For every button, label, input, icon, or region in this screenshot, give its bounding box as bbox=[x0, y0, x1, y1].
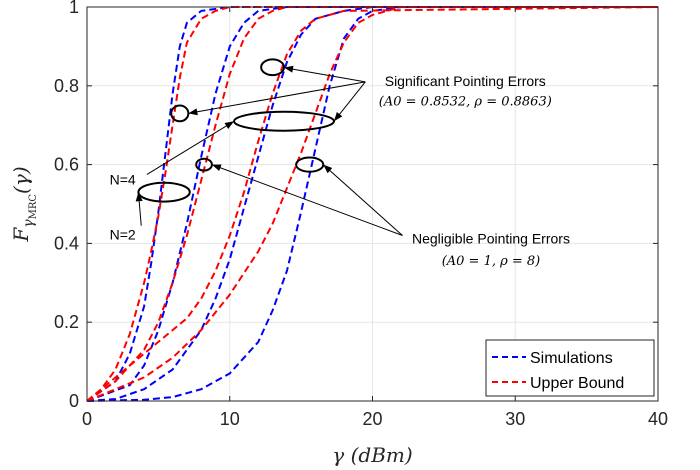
y-axis-label-subsub: MRC bbox=[28, 194, 39, 220]
y-tick-label-1: 0.2 bbox=[54, 312, 79, 332]
y-tick-label-4: 0.8 bbox=[54, 76, 79, 96]
x-axis-label: γ (dBm) bbox=[332, 443, 412, 467]
legend-label-simulations: Simulations bbox=[530, 350, 613, 367]
y-tick-label-5: 1 bbox=[69, 0, 79, 17]
annotation-arrow-line-6 bbox=[322, 164, 403, 236]
x-tick-label-2: 20 bbox=[362, 409, 382, 429]
axis-ticks: 0 10 20 30 40 0 0.2 0.4 0.6 0.8 1 bbox=[54, 0, 668, 429]
annotation-negligible-params: (A0 = 1, ρ = 8) bbox=[442, 254, 541, 269]
y-axis-label-main: F bbox=[9, 227, 33, 243]
annotation-arrow-head-3 bbox=[224, 121, 235, 129]
series-line-6 bbox=[86, 6, 659, 402]
annotation-significant-params: (A0 = 0.8532, ρ = 0.8863) bbox=[379, 95, 552, 110]
legend: Simulations Upper Bound bbox=[485, 339, 655, 397]
annotation-arrow-head-5 bbox=[211, 164, 222, 172]
annotation-arrow-head-1 bbox=[188, 108, 198, 116]
annotation-n4: N=4 bbox=[110, 171, 136, 187]
y-tick-label-3: 0.6 bbox=[54, 155, 79, 175]
annotation-arrow-head-6 bbox=[323, 164, 333, 174]
legend-label-upper-bound: Upper Bound bbox=[530, 375, 624, 392]
series-line-4 bbox=[86, 6, 658, 402]
series-line-5 bbox=[86, 6, 658, 402]
y-axis-label-sub: γ bbox=[21, 219, 37, 228]
y-tick-label-0: 0 bbox=[69, 391, 79, 411]
annotation-negligible-title: Negligible Pointing Errors bbox=[412, 230, 570, 246]
annotation-arrow-line-5 bbox=[211, 164, 403, 236]
annotation-arrow-line-1 bbox=[188, 81, 366, 114]
series-line-1 bbox=[86, 6, 658, 402]
annotation-arrow-line-3 bbox=[146, 120, 235, 175]
x-tick-label-1: 10 bbox=[220, 409, 240, 429]
highlight-ellipse-4 bbox=[195, 157, 213, 172]
y-axis-label-arg: (γ) bbox=[9, 166, 33, 194]
annotation-arrow-head-0 bbox=[283, 65, 294, 73]
highlight-ellipse-1 bbox=[260, 58, 285, 77]
series-layer bbox=[86, 6, 659, 402]
x-tick-label-0: 0 bbox=[82, 409, 92, 429]
legend-box bbox=[485, 339, 655, 397]
annotation-layer bbox=[135, 58, 403, 236]
annotation-arrow-line-0 bbox=[283, 67, 366, 83]
x-tick-label-3: 30 bbox=[505, 409, 525, 429]
y-axis-label: FγMRC(γ) bbox=[9, 166, 39, 242]
annotation-significant-title: Significant Pointing Errors bbox=[385, 73, 546, 89]
series-line-7 bbox=[86, 6, 658, 402]
svg-text:FγMRC(γ): FγMRC(γ) bbox=[9, 166, 39, 242]
annotation-arrow-head-2 bbox=[333, 112, 343, 122]
x-tick-label-4: 40 bbox=[648, 409, 668, 429]
y-tick-label-2: 0.4 bbox=[54, 233, 79, 253]
annotation-arrow-head-4 bbox=[135, 192, 143, 202]
series-line-3 bbox=[86, 6, 658, 402]
annotation-n2: N=2 bbox=[110, 226, 136, 242]
